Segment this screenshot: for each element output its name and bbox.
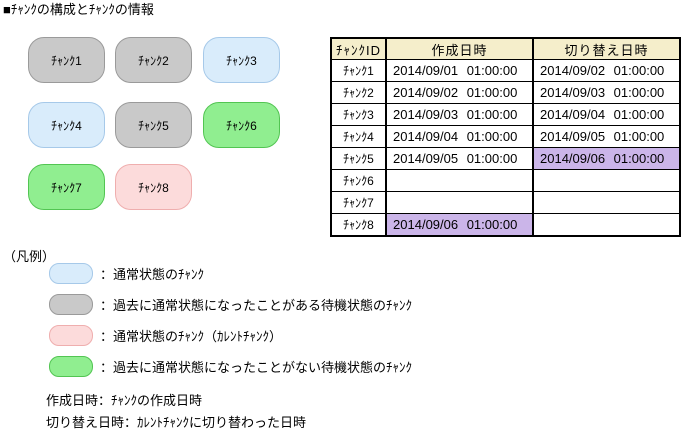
note-created-datetime: 作成日時：ﾁｬﾝｸの作成日時 xyxy=(46,393,203,408)
chunk-box-7: ﾁｬﾝｸ7 xyxy=(28,164,105,210)
switched-cell xyxy=(532,213,681,237)
switched-cell: 2014/09/06 01:00:00 xyxy=(532,147,681,170)
switched-cell: 2014/09/04 01:00:00 xyxy=(532,103,681,126)
table-row: ﾁｬﾝｸ2 2014/09/02 01:00:00 2014/09/03 01:… xyxy=(329,81,681,104)
legend-item-current: ：通常状態のﾁｬﾝｸ（ｶﾚﾝﾄﾁｬﾝｸ） xyxy=(49,324,282,346)
chunk-box-1: ﾁｬﾝｸ1 xyxy=(28,37,105,83)
chunk-box-4: ﾁｬﾝｸ4 xyxy=(28,102,105,148)
created-cell: 2014/09/02 01:00:00 xyxy=(385,81,534,104)
legend-swatch-current xyxy=(49,324,93,346)
chunk-id-cell: ﾁｬﾝｸ3 xyxy=(329,103,388,126)
legend-title: （凡例） xyxy=(3,249,56,264)
switched-cell: 2014/09/03 01:00:00 xyxy=(532,81,681,104)
created-cell xyxy=(385,169,534,192)
created-cell: 2014/09/04 01:00:00 xyxy=(385,125,534,148)
chunk-id-cell: ﾁｬﾝｸ5 xyxy=(329,147,388,170)
table-row: ﾁｬﾝｸ1 2014/09/01 01:00:00 2014/09/02 01:… xyxy=(329,59,681,82)
chunk-box-2: ﾁｬﾝｸ2 xyxy=(115,37,192,83)
chunk-info-table: ﾁｬﾝｸID 作成日時 切り替え日時 ﾁｬﾝｸ1 2014/09/01 01:0… xyxy=(329,37,681,237)
chunk-id-cell: ﾁｬﾝｸ6 xyxy=(329,169,388,192)
legend-label-current: ：通常状態のﾁｬﾝｸ（ｶﾚﾝﾄﾁｬﾝｸ） xyxy=(100,328,283,344)
table-row: ﾁｬﾝｸ5 2014/09/05 01:00:00 2014/09/06 01:… xyxy=(329,147,681,170)
chunk-id-cell: ﾁｬﾝｸ7 xyxy=(329,191,388,214)
legend-swatch-normal xyxy=(49,262,93,284)
note-switched-datetime: 切り替え日時：ｶﾚﾝﾄﾁｬﾝｸに切り替わった日時 xyxy=(46,415,307,430)
chunk-id-cell: ﾁｬﾝｸ8 xyxy=(329,213,388,237)
chunk-box-5: ﾁｬﾝｸ5 xyxy=(115,102,192,148)
chunk-id-cell: ﾁｬﾝｸ2 xyxy=(329,81,388,104)
table-header-row: ﾁｬﾝｸID 作成日時 切り替え日時 xyxy=(329,37,681,60)
legend-swatch-standby-used xyxy=(49,293,93,315)
switched-cell xyxy=(532,169,681,192)
table-row: ﾁｬﾝｸ8 2014/09/06 01:00:00 xyxy=(329,213,681,237)
table-row: ﾁｬﾝｸ4 2014/09/04 01:00:00 2014/09/05 01:… xyxy=(329,125,681,148)
switched-cell xyxy=(532,191,681,214)
figure-title: ■ﾁｬﾝｸの構成とﾁｬﾝｸの情報 xyxy=(3,2,154,17)
switched-cell: 2014/09/02 01:00:00 xyxy=(532,59,681,82)
chunk-id-cell: ﾁｬﾝｸ1 xyxy=(329,59,388,82)
legend-label-fresh-standby: ：過去に通常状態になったことがない待機状態のﾁｬﾝｸ xyxy=(100,359,413,375)
table-row: ﾁｬﾝｸ7 xyxy=(329,191,681,214)
switched-cell: 2014/09/05 01:00:00 xyxy=(532,125,681,148)
chunk-box-6: ﾁｬﾝｸ6 xyxy=(203,102,280,148)
chunk-id-cell: ﾁｬﾝｸ4 xyxy=(329,125,388,148)
legend-item-standby-used: ：過去に通常状態になったことがある待機状態のﾁｬﾝｸ xyxy=(49,293,412,315)
legend-item-fresh-standby: ：過去に通常状態になったことがない待機状態のﾁｬﾝｸ xyxy=(49,355,412,377)
created-cell xyxy=(385,191,534,214)
chunk-box-3: ﾁｬﾝｸ3 xyxy=(203,37,280,83)
header-chunk-id: ﾁｬﾝｸID xyxy=(329,37,388,60)
table-row: ﾁｬﾝｸ3 2014/09/03 01:00:00 2014/09/04 01:… xyxy=(329,103,681,126)
header-switched: 切り替え日時 xyxy=(532,37,681,60)
created-cell: 2014/09/06 01:00:00 xyxy=(385,213,534,237)
table-row: ﾁｬﾝｸ6 xyxy=(329,169,681,192)
created-cell: 2014/09/03 01:00:00 xyxy=(385,103,534,126)
legend-label-standby-used: ：過去に通常状態になったことがある待機状態のﾁｬﾝｸ xyxy=(100,297,413,313)
chunk-box-8: ﾁｬﾝｸ8 xyxy=(115,164,192,210)
header-created: 作成日時 xyxy=(385,37,534,60)
created-cell: 2014/09/05 01:00:00 xyxy=(385,147,534,170)
legend-swatch-fresh-standby xyxy=(49,355,93,377)
legend-item-normal: ：通常状態のﾁｬﾝｸ xyxy=(49,262,204,284)
created-cell: 2014/09/01 01:00:00 xyxy=(385,59,534,82)
legend-label-normal: ：通常状態のﾁｬﾝｸ xyxy=(100,266,205,282)
